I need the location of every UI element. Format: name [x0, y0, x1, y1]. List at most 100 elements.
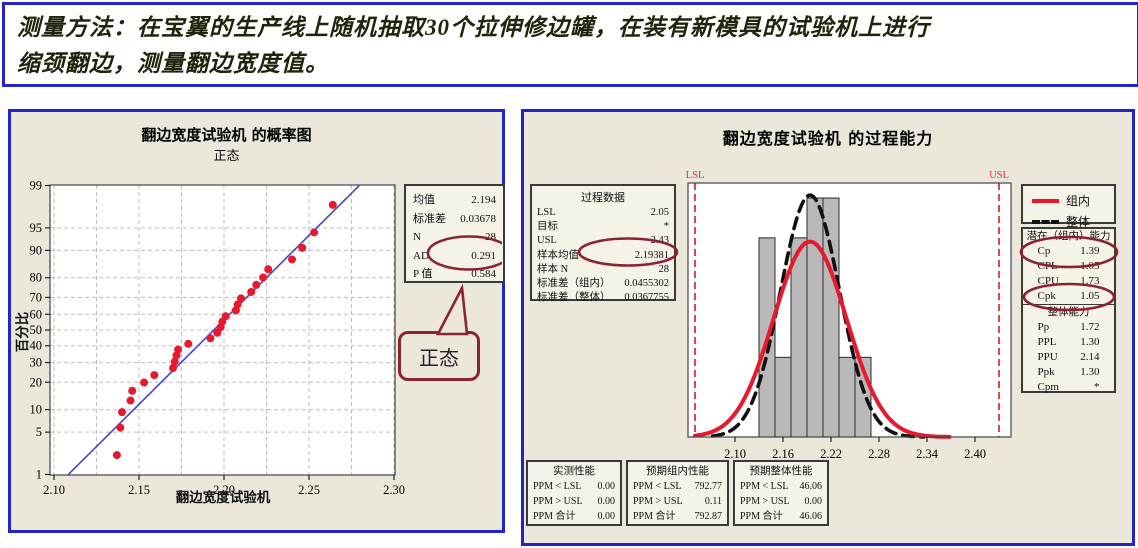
data-point: [112, 451, 121, 460]
process-data-row-label: 标准差（组内）: [537, 278, 611, 290]
expected-within-ppm-row-label: PPM 合计: [633, 511, 676, 522]
expected-within-ppm-row-label: PPM < LSL: [633, 481, 682, 492]
expected-within-ppm-row-value: 792.87: [694, 511, 723, 522]
expected-overall-ppm-row-value: 46.06: [799, 481, 823, 492]
prob-plot-stats-box: 均值 2.194 标准差 0.03678 N 28 AD 0.291 P 值 0.584: [404, 184, 505, 283]
expected-overall-ppm-row-label: PPM 合计: [740, 511, 783, 522]
expected-within-ppm-row-label: PPM > USL: [633, 496, 683, 507]
overall-capability-row: Pp 1.72: [1023, 320, 1114, 335]
x-tick-label: 2.22: [820, 447, 842, 461]
histogram-bar: [806, 197, 824, 438]
probability-plot-title: 翻边宽度试验机 的概率图: [141, 126, 312, 144]
within-capability-row-label: CPU: [1037, 275, 1059, 287]
plot-frame: [49, 184, 396, 476]
expected-overall-ppm-row: PPM 合计 46.06: [735, 509, 827, 524]
data-point: [237, 294, 245, 303]
overall-capability-row-value: 2.14: [1080, 351, 1100, 363]
overall-capability-row-value: 1.30: [1080, 336, 1100, 348]
legend-overall-label: 整体: [1066, 215, 1091, 229]
process-data-row-label: USL: [537, 235, 557, 247]
observed-ppm-row-value: 0.00: [597, 481, 616, 492]
histogram-bar: [758, 237, 776, 438]
observed-ppm-row: PPM 合计 0.00: [528, 509, 620, 524]
data-point: [298, 243, 307, 252]
probability-plot-subtitle: 正态: [213, 149, 240, 164]
process-data-row: USL 2.43: [532, 234, 674, 248]
y-tick-label: 1: [36, 467, 42, 481]
x-tick-label: 2.28: [868, 447, 890, 461]
banner-line-1: 测量方法：在宝翼的生产线上随机抽取30个拉伸修边罐，在装有新模具的试验机上进行: [17, 15, 930, 40]
normal-fit-line: [67, 184, 360, 476]
expected-within-ppm-row-value: 792.77: [694, 481, 723, 492]
expected-overall-ppm-row-value: 46.06: [799, 511, 823, 522]
within-normal-curve: [693, 239, 952, 439]
overall-normal-curve: [710, 193, 926, 439]
data-point: [252, 280, 261, 289]
stat-row-label: N: [413, 231, 421, 243]
observed-ppm-row-label: PPM > USL: [533, 496, 583, 507]
x-tick-label: 2.34: [916, 447, 939, 461]
expected-overall-performance-box: 预期整体性能 PPM < LSL 46.06 PPM > USL 0.00 PPM 合计…: [733, 460, 829, 526]
stat-row-label: AD: [413, 249, 429, 262]
histogram-bars: [758, 197, 872, 438]
stat-row-label: 标准差: [413, 212, 446, 225]
y-tick-label: 90: [30, 243, 43, 257]
data-point: [140, 378, 149, 387]
data-point: [116, 423, 125, 432]
overall-capability-row-value: 1.30: [1080, 366, 1100, 378]
data-point: [216, 323, 225, 332]
overall-capability-row-label: Cpm: [1037, 381, 1059, 393]
process-data-row-label: 目标: [537, 221, 558, 233]
overall-capability-row-label: PPL: [1037, 336, 1057, 348]
y-tick-label: 70: [30, 290, 43, 304]
expected-within-ppm-row-value: 0.11: [704, 496, 722, 507]
data-point: [218, 317, 227, 326]
process-data-row-value: 0.0455302: [624, 278, 669, 290]
overall-capability-row-label: PPU: [1037, 351, 1058, 363]
observed-ppm-row-value: 0.00: [597, 511, 616, 522]
expected-overall-ppm-row-value: 0.00: [804, 496, 823, 507]
observed-performance-box: 实测性能 PPM < LSL 0.00 PPM > USL 0.00 PPM 合计 0.0…: [526, 460, 622, 526]
overall-line-swatch: [1032, 219, 1059, 224]
histogram-bar: [822, 197, 840, 438]
histogram-bar: [854, 356, 872, 438]
process-data-row: 标准差（整体） 0.0367755: [532, 291, 674, 305]
data-point: [264, 265, 273, 274]
expected-overall-performance-rows: PPM < LSL 46.06 PPM > USL 0.00 PPM 合计 46.06: [735, 479, 827, 524]
process-data-box: 过程数据 LSL 2.05 目标 * USL 2.43 样本均值 2.19381 样本 N 28 标…: [530, 184, 676, 303]
expected-within-performance-rows: PPM < LSL 792.77 PPM > USL 0.11 PPM 合计 792.87: [628, 479, 727, 524]
callout-tail: [435, 283, 469, 336]
y-tick-label: 10: [30, 403, 43, 417]
usl-label: USL: [989, 170, 1009, 181]
y-axis-label: 百分比: [15, 311, 31, 353]
overall-capability-row-value: *: [1094, 381, 1100, 393]
probability-plot-figure: 2.10 2.15 2.20 2.25 2.3015102030405060708090…: [30, 179, 502, 497]
process-data-row-label: 样本均值: [537, 249, 579, 261]
legend-item-within: 组内: [1023, 190, 1114, 211]
overall-capability-row: Cpm *: [1023, 380, 1114, 395]
within-line-swatch: [1032, 198, 1059, 203]
stat-row-value: 0.03678: [460, 212, 496, 225]
y-tick-label: 20: [30, 375, 43, 389]
data-point: [231, 306, 240, 315]
observed-performance-title: 实测性能: [553, 466, 595, 477]
expected-overall-performance-title: 预期整体性能: [749, 466, 813, 477]
y-tick-label: 99: [30, 179, 43, 193]
within-capability-row-value: 1.05: [1080, 290, 1100, 302]
data-point: [213, 328, 222, 337]
measurement-method-banner: 测量方法：在宝翼的生产线上随机抽取30个拉伸修边罐，在装有新模具的试验机上进行 …: [2, 2, 1138, 87]
y-tick-label: 50: [30, 323, 43, 337]
histogram-bar: [838, 356, 856, 438]
process-capability-panel: 翻边宽度试验机 的过程能力 过程数据 LSL 2.05 目标 * USL 2.43 样本均值…: [521, 109, 1135, 546]
stat-row-label: P 值: [413, 268, 433, 280]
observed-performance-rows: PPM < LSL 0.00 PPM > USL 0.00 PPM 合计 0.00: [528, 479, 620, 524]
data-point: [150, 371, 159, 380]
process-data-row-value: 0.0367755: [624, 292, 669, 304]
stat-row: 均值 2.194: [408, 191, 501, 210]
data-point: [310, 228, 319, 237]
process-data-row-label: LSL: [537, 207, 556, 218]
process-data-row: 目标 *: [532, 220, 674, 234]
within-capability-row: Cpk 1.05: [1023, 289, 1114, 304]
lsl-label: LSL: [686, 170, 705, 181]
